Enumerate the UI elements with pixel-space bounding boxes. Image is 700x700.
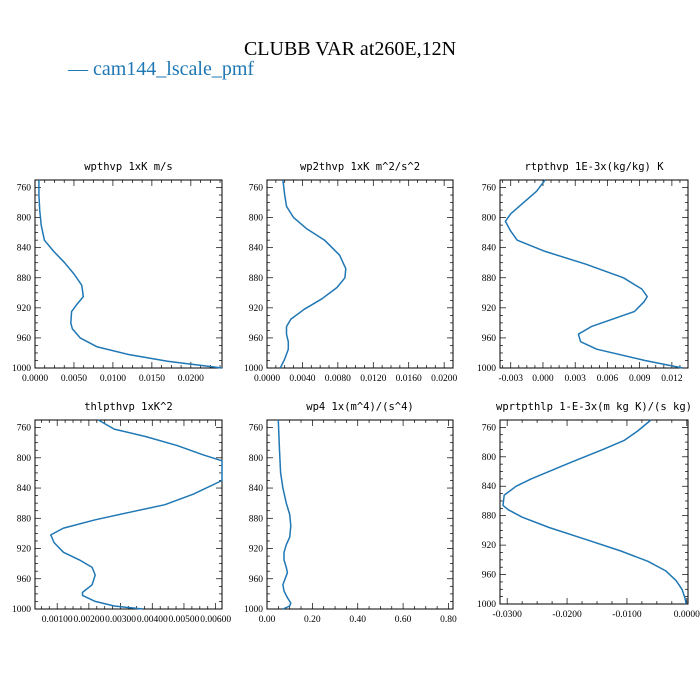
x-tick-label: 0.00500: [169, 615, 200, 625]
x-tick-label: 0.0160: [396, 374, 422, 384]
series-line: [277, 419, 292, 610]
plot-frame: [499, 179, 689, 369]
series-line: [50, 419, 223, 610]
y-tick-label: 800: [482, 453, 497, 463]
series-line: [38, 180, 223, 369]
x-tick-label: -0.0200: [552, 610, 582, 620]
x-tick-label: -0.0100: [612, 610, 642, 620]
legend-entry: — cam144_lscale_pmf: [68, 58, 255, 80]
x-tick-label: 0.20: [304, 615, 321, 625]
x-tick-label: 0.003: [565, 374, 587, 384]
y-tick-label: 1000: [244, 364, 263, 374]
y-tick-label: 920: [482, 541, 497, 551]
x-tick-label: 0.00300: [105, 615, 136, 625]
y-tick-label: 760: [482, 184, 497, 194]
y-tick-label: 920: [249, 304, 264, 314]
y-tick-label: 840: [17, 244, 32, 254]
x-tick-label: 0.0200: [178, 374, 204, 384]
y-tick-label: 760: [249, 184, 264, 194]
x-tick-label: 0.0120: [360, 374, 386, 384]
series-line: [504, 179, 683, 369]
x-tick-label: 0.006: [597, 374, 619, 384]
x-tick-label: -0.0300: [493, 610, 523, 620]
y-tick-label: 840: [17, 484, 32, 494]
x-tick-label: 0.0100: [100, 374, 126, 384]
panel-title: wpthvp 1xK m/s: [84, 161, 173, 173]
y-tick-label: 880: [249, 274, 264, 284]
x-tick-label: 0.60: [395, 615, 412, 625]
y-tick-label: 840: [482, 482, 497, 492]
y-tick-label: 840: [482, 244, 497, 254]
y-tick-label: 800: [17, 214, 32, 224]
y-tick-label: 880: [482, 512, 497, 522]
y-tick-label: 1000: [477, 364, 496, 374]
y-tick-label: 800: [249, 454, 264, 464]
y-tick-label: 960: [249, 575, 264, 585]
plot-frame: [34, 419, 223, 610]
y-tick-label: 800: [482, 214, 497, 224]
x-tick-label: 0.0000: [22, 374, 48, 384]
plot-frame: [266, 179, 454, 369]
x-tick-label: 0.009: [629, 374, 651, 384]
y-tick-label: 960: [17, 334, 32, 344]
x-tick-label: 0.0000: [674, 610, 700, 620]
y-tick-label: 960: [482, 571, 497, 581]
y-tick-label: 960: [17, 575, 32, 585]
panel-title: rtpthvp 1E-3x(kg/kg) K: [524, 161, 664, 173]
x-tick-label: 0.0150: [139, 374, 165, 384]
y-tick-label: 920: [249, 545, 264, 555]
main-title: CLUBB VAR at260E,12N: [243, 38, 457, 60]
panel-title: wp4 1x(m^4)/(s^4): [306, 401, 413, 413]
y-tick-label: 840: [249, 244, 264, 254]
y-tick-label: 1000: [12, 605, 31, 615]
x-tick-label: 0.00600: [200, 615, 231, 625]
y-tick-label: 920: [17, 545, 32, 555]
panel-title: wp2thvp 1xK m^2/s^2: [300, 161, 420, 173]
y-tick-label: 760: [249, 424, 264, 434]
y-tick-label: 840: [249, 484, 264, 494]
plot-frame: [266, 419, 454, 610]
y-tick-label: 760: [17, 184, 32, 194]
y-tick-label: 920: [482, 304, 497, 314]
panel-title: wprtpthlp 1-E-3x(m kg K)/(s kg): [496, 401, 692, 413]
y-tick-label: 1000: [477, 600, 496, 610]
y-tick-label: 880: [17, 274, 32, 284]
x-tick-label: 0.012: [661, 374, 683, 384]
x-tick-label: 0.00200: [73, 615, 104, 625]
x-tick-label: 0.0000: [254, 374, 280, 384]
y-tick-label: 880: [482, 274, 497, 284]
panel-title: thlpthvp 1xK^2: [84, 401, 173, 413]
y-tick-label: 760: [482, 423, 497, 433]
x-tick-label: 0.00100: [42, 615, 73, 625]
y-tick-label: 960: [249, 334, 264, 344]
y-tick-label: 880: [249, 514, 264, 524]
series-line: [502, 419, 687, 605]
x-tick-label: 0.0040: [289, 374, 315, 384]
y-tick-label: 880: [17, 514, 32, 524]
x-tick-label: 0.0050: [61, 374, 87, 384]
x-tick-label: 0.80: [440, 615, 457, 625]
plot-frame: [499, 419, 689, 605]
y-tick-label: 800: [249, 214, 264, 224]
y-tick-label: 1000: [12, 364, 31, 374]
series-line: [279, 179, 347, 369]
x-tick-label: 0.40: [349, 615, 366, 625]
x-tick-label: 0.000: [532, 374, 554, 384]
x-tick-label: 0.0200: [431, 374, 457, 384]
y-tick-label: 1000: [244, 605, 263, 615]
x-tick-label: 0.00: [259, 615, 276, 625]
x-tick-label: -0.003: [498, 374, 523, 384]
y-tick-label: 760: [17, 424, 32, 434]
y-tick-label: 960: [482, 334, 497, 344]
x-tick-label: 0.0080: [325, 374, 351, 384]
x-tick-label: 0.00400: [137, 615, 168, 625]
y-tick-label: 920: [17, 304, 32, 314]
plot-frame: [34, 179, 223, 369]
y-tick-label: 800: [17, 454, 32, 464]
